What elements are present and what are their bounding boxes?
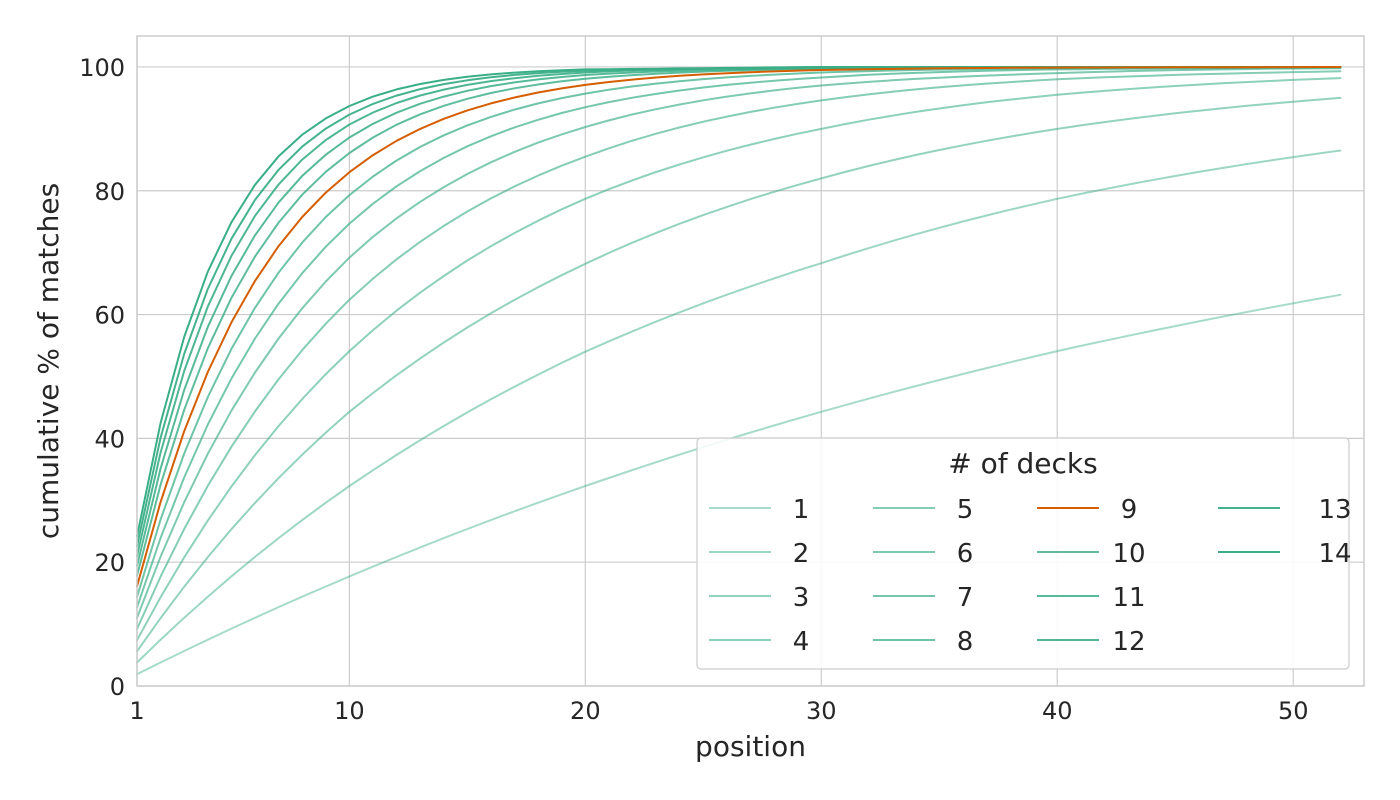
plot-frame [136,35,1365,687]
y-tick-label: 80 [94,178,125,206]
legend-label: 3 [793,583,810,613]
legend-item-14: 14 [1218,539,1352,569]
y-tick-label: 0 [110,673,125,701]
legend-label: 7 [957,583,974,613]
series-lines [136,66,1342,676]
y-tick-label: 40 [94,425,125,453]
legend-item-7: 7 [873,583,973,613]
legend-label: 9 [1121,495,1138,525]
y-axis-title: cumulative % of matches [32,183,65,539]
legend-label: 14 [1318,539,1351,569]
x-tick-label: 1 [129,697,144,725]
series-line-9 [136,66,1342,588]
x-tick-label: 20 [570,697,601,725]
legend-label: 4 [793,627,810,657]
legend-item-6: 6 [873,539,973,569]
legend-label: 8 [957,627,974,657]
x-tick-label: 50 [1278,697,1309,725]
series-line-2 [136,149,1342,664]
series-line-4 [136,77,1342,642]
x-axis-ticks: 1 10 20 30 40 50 [129,697,1308,725]
legend-label: 12 [1112,627,1145,657]
legend-label: 13 [1318,495,1351,525]
legend-item-2: 2 [709,539,809,569]
series-line-3 [136,96,1342,653]
legend-box [696,437,1350,670]
legend-label: 10 [1112,539,1145,569]
legend-title: # of decks [948,447,1097,480]
series-line-6 [136,67,1342,619]
legend-item-1: 1 [709,495,809,525]
legend-item-3: 3 [709,583,809,613]
series-line-1 [136,293,1342,676]
y-tick-label: 100 [79,54,125,82]
y-tick-label: 60 [94,302,125,330]
legend-label: 6 [957,539,974,569]
y-axis-ticks: 0 20 40 60 80 100 [79,54,125,701]
legend-item-10: 10 [1037,539,1146,569]
legend-item-9: 9 [1037,495,1137,525]
x-tick-label: 30 [806,697,837,725]
legend-item-12: 12 [1037,627,1146,657]
legend-item-5: 5 [873,495,973,525]
legend-item-13: 13 [1218,495,1352,525]
legend-item-4: 4 [709,627,809,657]
x-axis-title: position [695,730,806,763]
legend-label: 2 [793,539,810,569]
series-line-5 [136,70,1342,630]
legend-item-11: 11 [1037,583,1146,613]
x-tick-label: 40 [1042,697,1073,725]
legend-label: 1 [793,495,810,525]
y-tick-label: 20 [94,549,125,577]
legend-label: 5 [957,495,974,525]
legend-item-8: 8 [873,627,973,657]
legend-label: 11 [1112,583,1145,613]
x-tick-label: 10 [334,697,365,725]
